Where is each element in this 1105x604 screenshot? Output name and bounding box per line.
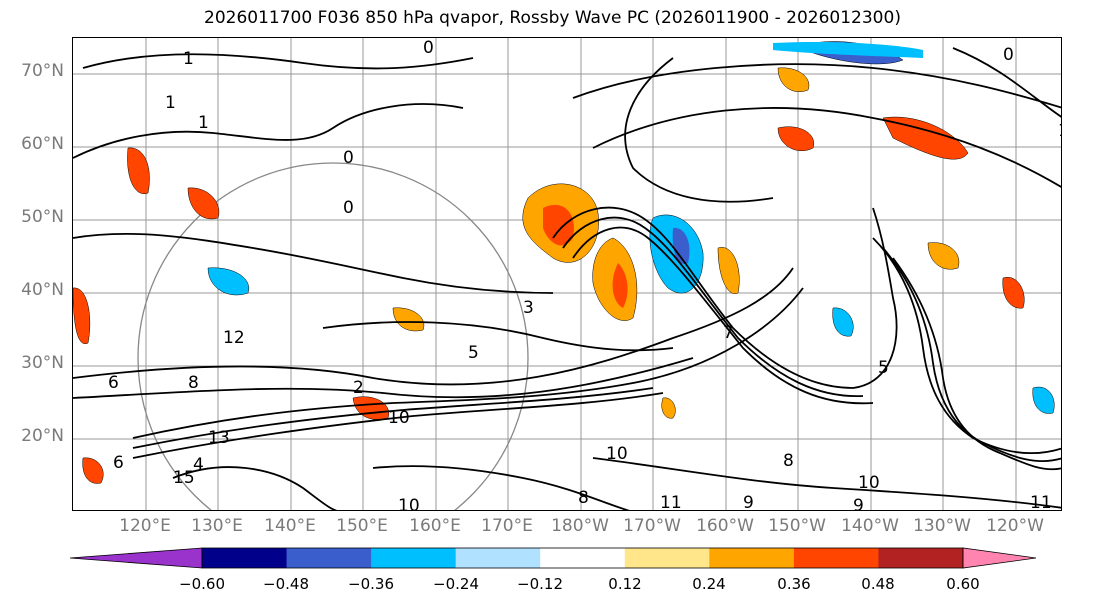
colorbar-cell — [286, 548, 372, 568]
contour-label: 12 — [223, 328, 245, 348]
lon-label-150e: 150°E — [336, 516, 388, 536]
colorbar-cell — [793, 548, 879, 568]
contour-label: 2 — [353, 378, 364, 398]
colorbar-cell — [455, 548, 541, 568]
colorbar-tick: 0.12 — [608, 575, 642, 593]
lat-label-60n: 60°N — [21, 134, 64, 154]
colorbar-tick: −0.24 — [433, 575, 479, 593]
contour-label: 8 — [783, 451, 794, 471]
lon-label-120w: 120°W — [986, 516, 1044, 536]
contour-label: 9 — [853, 496, 864, 511]
contour-label: 0 — [343, 198, 354, 218]
colorbar-cell — [371, 548, 457, 568]
contour-label: 0 — [343, 148, 354, 168]
colorbar — [70, 547, 1036, 569]
lat-label-50n: 50°N — [21, 207, 64, 227]
colorbar-cell — [709, 548, 795, 568]
contour-label: 1 — [183, 49, 194, 69]
contour-label: 8 — [188, 373, 199, 393]
contour-label: 4 — [193, 455, 204, 475]
colorbar-tick: 0.60 — [946, 575, 980, 593]
lat-label-70n: 70°N — [21, 61, 64, 81]
colorbar-cell — [202, 548, 288, 568]
contour-label: 6 — [108, 373, 119, 393]
lon-label-180w: 180°W — [551, 516, 609, 536]
lon-label-140e: 140°E — [264, 516, 316, 536]
contour-label: 10 — [606, 444, 628, 464]
colorbar-tick: −0.60 — [179, 575, 225, 593]
contour-label: 1 — [165, 93, 176, 113]
colorbar-extend-low — [70, 548, 202, 568]
colorbar-tick: −0.12 — [517, 575, 563, 593]
map-title: 2026011700 F036 850 hPa qvapor, Rossby W… — [204, 8, 901, 28]
contour-label: 13 — [208, 428, 230, 448]
contour-label: 10 — [858, 473, 880, 493]
contour-label: 11 — [660, 493, 682, 511]
map-canvas: 1 1 1 0 0 0 0 1 2 3 5 6 8 10 13 15 10 10… — [73, 38, 1062, 511]
map-panel: 1 1 1 0 0 0 0 1 2 3 5 6 8 10 13 15 10 10… — [72, 37, 1062, 511]
lon-label-160w: 160°W — [696, 516, 754, 536]
lon-label-150w: 150°W — [768, 516, 826, 536]
colorbar-tick: 0.24 — [692, 575, 726, 593]
lat-label-30n: 30°N — [21, 353, 64, 373]
contour-label: 5 — [468, 343, 479, 363]
colorbar-extend-high — [963, 548, 1036, 568]
contour-label: 0 — [1003, 45, 1014, 65]
contour-lines — [73, 47, 1061, 510]
contour-label: 5 — [878, 358, 889, 378]
region-circle — [137, 162, 529, 510]
colorbar-tick: 0.48 — [861, 575, 895, 593]
shaded-anomalies — [73, 41, 1055, 484]
contour-label: 11 — [1030, 493, 1052, 511]
contour-label: 9 — [743, 493, 754, 511]
contour-label: 10 — [388, 408, 410, 428]
lat-label-20n: 20°N — [21, 426, 64, 446]
lat-label-40n: 40°N — [21, 280, 64, 300]
colorbar-tick: 0.36 — [777, 575, 811, 593]
colorbar-cell — [878, 548, 964, 568]
lon-label-130w: 130°W — [913, 516, 971, 536]
contour-label: 15 — [173, 468, 195, 488]
contour-label: 7 — [723, 323, 734, 343]
lon-label-130e: 130°E — [191, 516, 243, 536]
contour-label: 10 — [398, 496, 420, 511]
contour-label: 1 — [198, 113, 209, 133]
lon-label-140w: 140°W — [841, 516, 899, 536]
contour-label-layer: 1 1 1 0 0 0 0 1 2 3 5 6 8 10 13 15 10 10… — [108, 38, 1062, 511]
lon-label-170e: 170°E — [481, 516, 533, 536]
colorbar-tick: −0.36 — [348, 575, 394, 593]
colorbar-tick: −0.48 — [263, 575, 309, 593]
lon-label-120e: 120°E — [119, 516, 171, 536]
contour-label: 8 — [578, 488, 589, 508]
contour-label: 3 — [523, 298, 534, 318]
lon-label-160e: 160°E — [409, 516, 461, 536]
contour-label: 0 — [423, 38, 434, 58]
lon-label-170w: 170°W — [623, 516, 681, 536]
colorbar-cell — [624, 548, 710, 568]
colorbar-cell — [540, 548, 626, 568]
contour-label: 6 — [113, 453, 124, 473]
contour-label: 1 — [1058, 121, 1062, 141]
